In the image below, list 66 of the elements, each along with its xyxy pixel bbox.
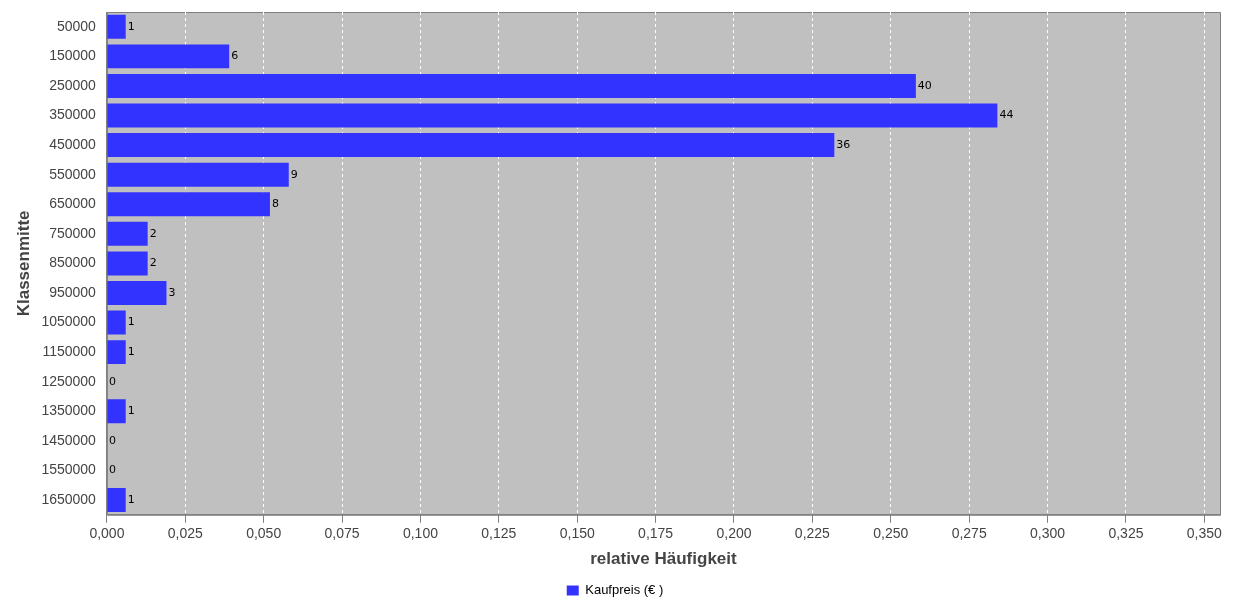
bar: [107, 281, 167, 305]
x-tick-label: 0,250: [873, 525, 909, 542]
bar: [107, 399, 126, 424]
annotation: 2: [149, 256, 157, 270]
y-tick-label: 250000: [49, 76, 97, 93]
bar: [107, 221, 148, 246]
x-tick-label: 0,350: [1186, 525, 1223, 542]
y-tick-label: 1050000: [41, 313, 97, 330]
bar: [107, 133, 835, 158]
annotation: 1: [127, 492, 135, 506]
y-tick-label: 850000: [49, 254, 97, 271]
x-tick-label: 0,275: [951, 525, 987, 542]
y-tick-label: 550000: [49, 165, 97, 182]
annotation: 1: [127, 19, 135, 33]
x-tick-label: 0,075: [324, 525, 360, 542]
x-tick-label: 0,050: [246, 525, 282, 542]
x-tick-label: 0,000: [89, 525, 125, 542]
annotation: 1: [127, 344, 135, 358]
x-axis-title: relative Häufigkeit: [590, 549, 738, 569]
y-axis-title: Klassenmitte: [13, 210, 33, 317]
x-tick-label: 0,225: [794, 525, 831, 542]
y-tick-label: 150000: [49, 47, 97, 64]
annotation: 2: [149, 226, 157, 240]
annotation: 0: [108, 374, 116, 388]
y-tick-label: 50000: [56, 17, 97, 34]
annotation: 8: [271, 197, 279, 211]
x-tick-label: 0,300: [1030, 525, 1066, 542]
x-tick-label: 0,175: [638, 525, 674, 542]
y-tick-label: 650000: [49, 195, 97, 212]
annotation: 40: [917, 78, 932, 92]
annotation: 36: [836, 137, 851, 151]
y-tick-label: 450000: [49, 135, 97, 152]
y-tick-label: 1250000: [41, 372, 97, 389]
y-tick-label: 750000: [49, 224, 97, 241]
y-tick-label: 1450000: [41, 431, 97, 448]
x-tick-label: 0,125: [481, 525, 517, 542]
x-tick-label: 0,100: [402, 525, 439, 542]
annotation: 1: [127, 404, 135, 418]
bar: [107, 162, 289, 187]
legend-label: Kaufpreis (€ ): [585, 582, 664, 598]
x-tick-label: 0,025: [167, 525, 204, 542]
bar: [107, 251, 148, 276]
bar: [107, 103, 998, 128]
bar: [107, 310, 126, 335]
y-tick-label: 1650000: [41, 490, 97, 507]
bar: [107, 340, 126, 365]
bar: [107, 73, 916, 98]
annotation: 6: [231, 49, 239, 63]
bar: [107, 488, 126, 512]
annotation: 3: [168, 285, 176, 299]
bar: [107, 44, 230, 69]
x-tick-label: 0,325: [1108, 525, 1144, 542]
annotation: 44: [999, 108, 1014, 122]
y-tick-label: 950000: [49, 283, 97, 300]
annotation: 0: [108, 433, 116, 447]
annotation: 1: [127, 315, 135, 329]
y-tick-label: 1550000: [41, 461, 97, 478]
x-tick-label: 0,200: [716, 525, 752, 542]
bar: [107, 192, 270, 217]
x-tick-label: 0,150: [559, 525, 595, 542]
bar: [107, 14, 126, 39]
y-tick-label: 1350000: [41, 402, 97, 419]
annotation: 0: [108, 463, 116, 477]
y-tick-label: 1150000: [42, 342, 97, 359]
y-tick-label: 350000: [49, 106, 97, 123]
annotation: 9: [290, 167, 298, 181]
